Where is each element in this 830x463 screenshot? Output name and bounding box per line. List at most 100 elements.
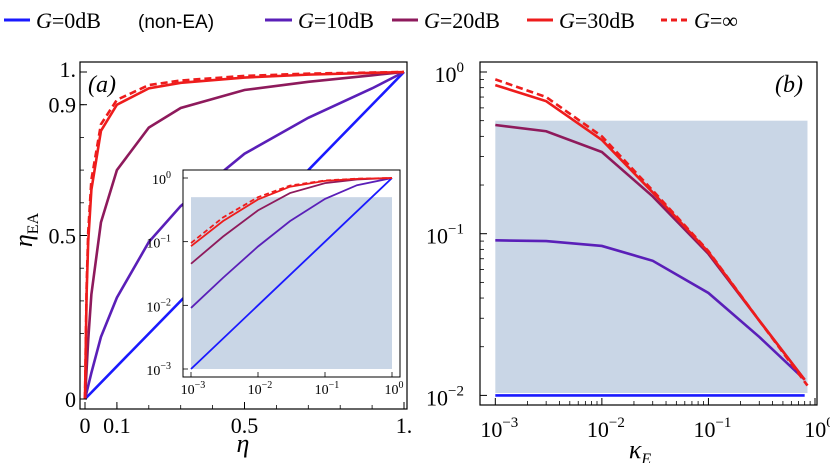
legend-eq: =30dB bbox=[575, 8, 635, 33]
panel-a-line-g-30db bbox=[83, 70, 405, 400]
panel-b-xtick-label-1: 10−2 bbox=[587, 415, 625, 442]
legend-eq: =0dB bbox=[52, 8, 101, 33]
panel-b-xtick-label-0: 10−3 bbox=[480, 415, 518, 442]
tick-base: 10 bbox=[435, 62, 457, 87]
legend-var: G bbox=[36, 8, 52, 33]
tick-exp: 0 bbox=[826, 415, 830, 431]
legend-label-g-20db: G=20dB bbox=[424, 8, 500, 33]
panel-b-shaded-region bbox=[495, 120, 808, 393]
panel-a-ytick-label-1: 0.5 bbox=[49, 224, 77, 249]
legend-label-g-30db: G=30dB bbox=[559, 8, 635, 33]
tick-exp: −2 bbox=[160, 297, 171, 308]
tick-exp: 0 bbox=[399, 380, 404, 391]
legend-var: G bbox=[424, 8, 440, 33]
inset-line-g-0db bbox=[190, 177, 393, 370]
legend-eq: =10dB bbox=[314, 8, 374, 33]
tick-base: 10 bbox=[693, 417, 715, 442]
panel-a-ytick-label-3: 1. bbox=[60, 57, 77, 82]
tick-base: 10 bbox=[146, 300, 160, 315]
legend-note: (non-EA) bbox=[138, 12, 214, 33]
panel-b-ytick-label-0: 10−2 bbox=[426, 383, 464, 410]
legend-eq: =∞ bbox=[710, 8, 738, 33]
panel-a-xtick-label-0: 0 bbox=[80, 413, 91, 438]
inset-xtick-label-2: 10−1 bbox=[315, 380, 340, 398]
inset-xtick-label-0: 10−3 bbox=[181, 380, 206, 398]
panel-b-ytick-label-1: 10−1 bbox=[426, 222, 464, 249]
tick-exp: 0 bbox=[166, 170, 171, 181]
inset-line-g-10db bbox=[190, 177, 393, 309]
tick-exp: −2 bbox=[262, 380, 273, 391]
inset-shaded-region bbox=[191, 197, 392, 369]
panel-a-series bbox=[83, 70, 405, 400]
panel-b-line-g-10db bbox=[495, 239, 806, 381]
legend-var: G bbox=[559, 8, 575, 33]
panel-b-xlabel-main: κ bbox=[629, 435, 642, 463]
tick-exp: −1 bbox=[329, 380, 340, 391]
panel-b-xlabel: κE bbox=[629, 435, 651, 463]
tick-base: 10 bbox=[146, 237, 160, 252]
panel-a-label: (a) bbox=[88, 72, 116, 98]
panel-a-line-g-10db bbox=[83, 70, 405, 400]
tick-base: 10 bbox=[385, 383, 399, 398]
tick-base: 10 bbox=[426, 385, 448, 410]
panel-a-ylabel-main: η bbox=[9, 234, 38, 247]
panel-a-ytick-label-0: 0 bbox=[65, 387, 76, 412]
panel-b-xlabel-sub: E bbox=[640, 451, 651, 463]
tick-exp: −2 bbox=[609, 415, 625, 431]
legend-var: G bbox=[694, 8, 710, 33]
panel-a-xtick-label-2: 0.5 bbox=[231, 413, 259, 438]
inset-xtick-label-3: 100 bbox=[385, 380, 404, 398]
panel-b-line-g-inf bbox=[494, 78, 809, 387]
panel-a-xlabel: η bbox=[237, 429, 250, 458]
inset-ytick-label-2: 10−1 bbox=[146, 234, 171, 252]
panel-a-xtick-label-1: 0.1 bbox=[103, 413, 131, 438]
panel-b-label: (b) bbox=[775, 72, 803, 98]
panel-b-xtick-label-2: 10−1 bbox=[693, 415, 731, 442]
tick-base: 10 bbox=[146, 364, 160, 379]
panel-a-line-g-inf bbox=[83, 70, 405, 400]
panel-a: (a) 0 0.1 0.5 1.00.50.91.10−3 10−2 10−1 10010−… bbox=[49, 57, 413, 438]
tick-exp: −1 bbox=[160, 234, 171, 245]
inset-line-g-30db bbox=[190, 177, 393, 247]
panel-a-xtick-label-3: 1. bbox=[396, 413, 413, 438]
inset-ytick-label-3: 100 bbox=[152, 170, 171, 188]
inset-series bbox=[190, 177, 393, 370]
panel-b-xtick-label-3: 100 bbox=[804, 415, 830, 442]
panel-a-ylabel-sub: EA bbox=[25, 212, 42, 234]
legend: G=0dB (non-EA) G=10dB G=20dB G=30dB G=∞ bbox=[4, 8, 738, 33]
tick-base: 10 bbox=[804, 417, 826, 442]
tick-base: 10 bbox=[181, 383, 195, 398]
tick-base: 10 bbox=[587, 417, 609, 442]
tick-exp: −1 bbox=[448, 222, 464, 238]
inset-frame bbox=[182, 169, 401, 378]
tick-exp: −3 bbox=[502, 415, 518, 431]
legend-label-g-0db: G=0dB bbox=[36, 8, 101, 33]
tick-base: 10 bbox=[248, 383, 262, 398]
tick-exp: −2 bbox=[448, 383, 464, 399]
legend-var: G bbox=[298, 8, 314, 33]
tick-exp: 0 bbox=[457, 60, 465, 76]
legend-label-g-inf: G=∞ bbox=[694, 8, 738, 33]
tick-base: 10 bbox=[426, 224, 448, 249]
legend-label-g-10db: G=10dB bbox=[298, 8, 374, 33]
inset-line-g-inf bbox=[190, 177, 393, 244]
panel-a-ytick-label-2: 0.9 bbox=[49, 93, 77, 118]
tick-exp: −3 bbox=[160, 361, 171, 372]
tick-base: 10 bbox=[152, 173, 166, 188]
panel-b-ytick-label-2: 100 bbox=[435, 60, 465, 87]
tick-base: 10 bbox=[480, 417, 502, 442]
panel-a-ylabel: ηEA bbox=[9, 212, 42, 247]
svg-text:ηEA: ηEA bbox=[9, 212, 42, 247]
inset-ytick-label-1: 10−2 bbox=[146, 297, 171, 315]
inset-xtick-label-1: 10−2 bbox=[248, 380, 273, 398]
panel-a-line-g-20db bbox=[83, 70, 405, 400]
panel-b-series bbox=[494, 78, 809, 397]
legend-eq: =20dB bbox=[440, 8, 500, 33]
tick-exp: −3 bbox=[195, 380, 206, 391]
inset-ytick-label-0: 10−3 bbox=[146, 361, 171, 379]
tick-base: 10 bbox=[315, 383, 329, 398]
tick-exp: −1 bbox=[715, 415, 731, 431]
